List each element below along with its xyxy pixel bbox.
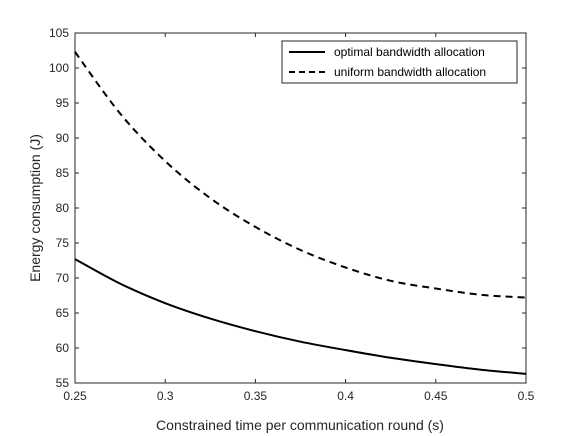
legend-label-optimal: optimal bandwidth allocation: [334, 45, 485, 59]
y-tick-label: 55: [56, 376, 70, 390]
y-tick-label: 100: [49, 61, 69, 75]
x-tick-label: 0.45: [424, 389, 448, 403]
plot-area: [74, 32, 527, 384]
x-tick-label: 0.5: [518, 389, 535, 403]
plot-frame: [74, 32, 527, 384]
x-tick-label: 0.4: [337, 389, 354, 403]
y-tick-label: 60: [56, 341, 70, 355]
y-tick-label: 90: [56, 131, 70, 145]
series-line-uniform: [74, 51, 527, 299]
x-axis-ticks: 0.25 0.3 0.35 0.4 0.45 0.5: [63, 33, 535, 403]
x-tick-label: 0.3: [157, 389, 174, 403]
y-tick-label: 80: [56, 201, 70, 215]
y-tick-label: 75: [56, 236, 70, 250]
x-tick-label: 0.25: [63, 389, 87, 403]
x-axis-label: Constrained time per communication round…: [156, 417, 444, 433]
series-layer: [74, 51, 527, 375]
y-tick-label: 85: [56, 166, 70, 180]
y-tick-label: 65: [56, 306, 70, 320]
y-axis-ticks: 55 60 65 70 75 80 85 90 95 100 105: [49, 26, 526, 390]
y-tick-label: 95: [56, 96, 70, 110]
series-line-optimal: [74, 258, 527, 375]
legend: optimal bandwidth allocation uniform ban…: [281, 40, 518, 84]
legend-box: [281, 40, 518, 84]
y-tick-label: 105: [49, 26, 69, 40]
legend-label-uniform: uniform bandwidth allocation: [334, 65, 486, 79]
y-axis-label: Energy consumption (J): [27, 134, 43, 282]
x-tick-label: 0.35: [244, 389, 268, 403]
y-tick-label: 70: [56, 271, 70, 285]
